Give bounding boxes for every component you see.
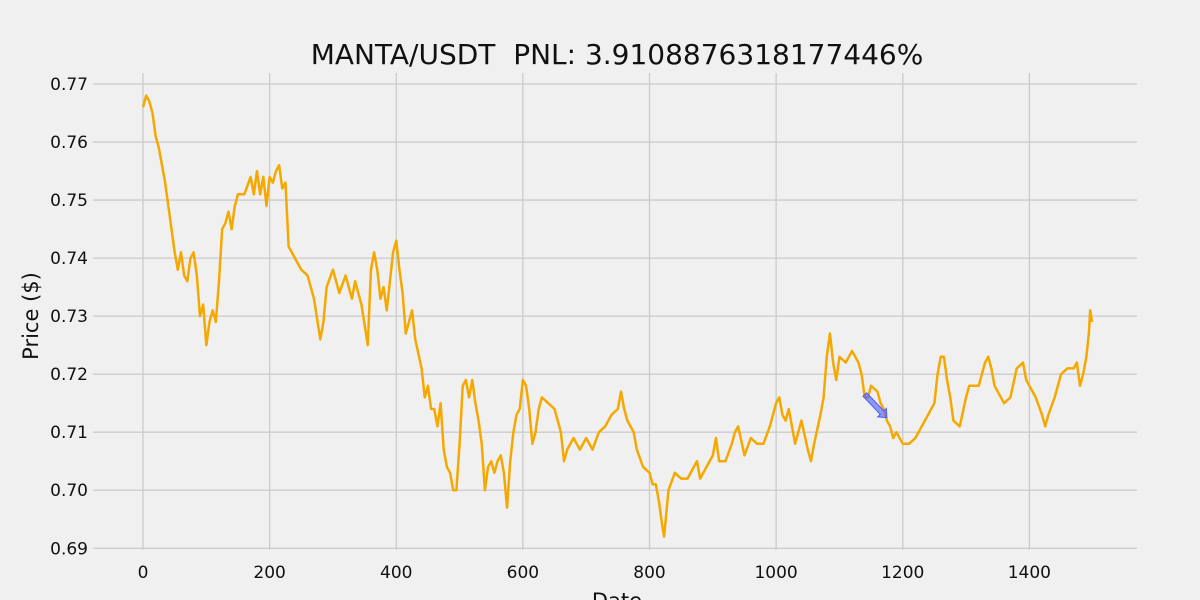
y-tick-label: 0.73 [50,307,88,327]
y-tick-label: 0.77 [50,75,88,95]
y-tick-label: 0.74 [50,249,88,269]
x-tick-label: 400 [380,563,412,583]
y-tick-label: 0.75 [50,191,88,211]
x-tick-label: 200 [253,563,285,583]
x-tick-label: 600 [507,563,539,583]
price-line [141,94,1094,538]
x-tick-label: 1200 [881,563,924,583]
grid [93,73,1137,550]
x-tick-label: 800 [633,563,665,583]
x-tick-label: 0 [138,563,149,583]
chart-title: MANTA/USDT PNL: 3.9108876318177446% [311,38,924,71]
y-tick-label: 0.70 [50,481,88,501]
y-axis-label: Price ($) [19,272,43,360]
y-tick-label: 0.69 [50,539,88,559]
y-tick-label: 0.76 [50,133,88,153]
y-tick-label: 0.72 [50,365,88,385]
x-tick-label: 1400 [1008,563,1051,583]
x-tick-label: 1000 [754,563,797,583]
y-tick-label: 0.71 [50,423,88,443]
trade-arrow [862,392,888,419]
x-axis-label: Date [592,589,642,600]
